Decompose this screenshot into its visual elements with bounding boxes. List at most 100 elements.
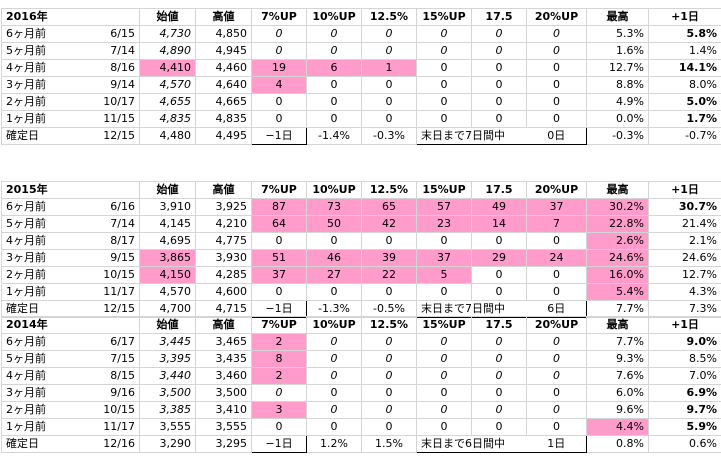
row-label-cell[interactable]: 2ヶ月前 10/17 [1,93,140,111]
col-header-open[interactable]: 始値 [139,181,196,199]
row-label-cell[interactable]: 5ヶ月前 7/14 [1,215,140,233]
high-cell[interactable]: 3,500 [195,384,252,402]
high-cell[interactable]: 4,945 [195,42,252,60]
high-cell[interactable]: 3,925 [195,198,252,216]
count-cell-c15[interactable]: 0 [416,76,472,94]
max-cell[interactable]: 8.8% [586,76,649,94]
count-cell-c7[interactable]: 37 [251,266,307,284]
high-cell[interactable]: 4,460 [195,59,252,77]
year-header[interactable]: 2016年 [1,8,140,26]
row-label-cell[interactable]: 2ヶ月前 10/15 [1,401,140,419]
plus1-cell[interactable]: 21.4% [648,215,721,233]
count-cell-c175[interactable]: 0 [471,401,527,419]
count-cell-c7[interactable]: 0 [251,418,307,436]
count-cell-c10[interactable]: 0 [306,384,362,402]
count-cell-c125[interactable]: 0 [361,384,417,402]
col-header-plus1[interactable]: +1日 [648,8,721,26]
plus1-cell[interactable]: 9.0% [648,333,721,351]
count-cell-c175[interactable]: 0 [471,283,527,301]
count-cell-c20[interactable]: 0 [526,384,587,402]
count-cell-c7[interactable]: 8 [251,350,307,368]
count-cell-c7[interactable]: 0 [251,25,307,43]
col-header-7up[interactable]: 7%UP [251,181,307,199]
row-label-cell[interactable]: 6ヶ月前 6/17 [1,333,140,351]
col-header-7up[interactable]: 7%UP [251,316,307,334]
final-note-cell[interactable]: 末日まで7日間中 [416,127,527,145]
row-label-cell[interactable]: 5ヶ月前 7/15 [1,350,140,368]
open-cell[interactable]: 4,730 [139,25,196,43]
col-header-15up[interactable]: 15%UP [416,316,472,334]
final-days-count-cell[interactable]: 6日 [526,300,587,318]
final-c10-cell[interactable]: 1.2% [306,435,362,453]
open-cell[interactable]: 4,655 [139,93,196,111]
col-header-max[interactable]: 最高 [586,8,649,26]
count-cell-c20[interactable]: 0 [526,76,587,94]
plus1-cell[interactable]: 12.7% [648,266,721,284]
count-cell-c15[interactable]: 0 [416,93,472,111]
plus1-cell[interactable]: 1.7% [648,110,721,128]
count-cell-c15[interactable]: 23 [416,215,472,233]
count-cell-c7[interactable]: 0 [251,110,307,128]
high-cell[interactable]: 4,850 [195,25,252,43]
high-cell[interactable]: 3,555 [195,418,252,436]
count-cell-c7[interactable]: 2 [251,333,307,351]
final-open-cell[interactable]: 4,700 [139,300,196,318]
final-plus1-cell[interactable]: -0.7% [648,127,721,145]
year-header[interactable]: 2015年 [1,181,140,199]
col-header-7up[interactable]: 7%UP [251,8,307,26]
final-days-cell[interactable]: −1日 [251,300,307,318]
max-cell[interactable]: 4.9% [586,93,649,111]
col-header-15up[interactable]: 15%UP [416,181,472,199]
col-header-12-5[interactable]: 12.5% [361,181,417,199]
open-cell[interactable]: 4,890 [139,42,196,60]
count-cell-c10[interactable]: 0 [306,76,362,94]
col-header-12-5[interactable]: 12.5% [361,316,417,334]
col-header-plus1[interactable]: +1日 [648,316,721,334]
final-days-cell[interactable]: −1日 [251,127,307,145]
col-header-high[interactable]: 高値 [195,316,252,334]
count-cell-c7[interactable]: 3 [251,401,307,419]
open-cell[interactable]: 4,835 [139,110,196,128]
high-cell[interactable]: 4,835 [195,110,252,128]
max-cell[interactable]: 0.0% [586,110,649,128]
col-header-17-5[interactable]: 17.5 [471,316,527,334]
count-cell-c10[interactable]: 73 [306,198,362,216]
final-label-cell[interactable]: 確定日 12/15 [1,127,140,145]
count-cell-c15[interactable]: 0 [416,110,472,128]
count-cell-c175[interactable]: 0 [471,25,527,43]
count-cell-c15[interactable]: 0 [416,401,472,419]
count-cell-c175[interactable]: 0 [471,333,527,351]
max-cell[interactable]: 9.3% [586,350,649,368]
final-high-cell[interactable]: 3,295 [195,435,252,453]
count-cell-c15[interactable]: 0 [416,333,472,351]
count-cell-c15[interactable]: 57 [416,198,472,216]
plus1-cell[interactable]: 5.9% [648,418,721,436]
plus1-cell[interactable]: 6.9% [648,384,721,402]
final-label-cell[interactable]: 確定日 12/15 [1,300,140,318]
final-c125-cell[interactable]: -0.3% [361,127,417,145]
count-cell-c7[interactable]: 19 [251,59,307,77]
open-cell[interactable]: 3,555 [139,418,196,436]
final-c125-cell[interactable]: 1.5% [361,435,417,453]
count-cell-c175[interactable]: 0 [471,367,527,385]
high-cell[interactable]: 3,465 [195,333,252,351]
count-cell-c175[interactable]: 0 [471,110,527,128]
count-cell-c125[interactable]: 0 [361,25,417,43]
open-cell[interactable]: 4,410 [139,59,196,77]
count-cell-c7[interactable]: 0 [251,384,307,402]
col-header-20up[interactable]: 20%UP [526,181,587,199]
count-cell-c175[interactable]: 0 [471,418,527,436]
count-cell-c20[interactable]: 0 [526,59,587,77]
count-cell-c7[interactable]: 0 [251,42,307,60]
count-cell-c20[interactable]: 0 [526,401,587,419]
final-c10-cell[interactable]: -1.3% [306,300,362,318]
plus1-cell[interactable]: 9.7% [648,401,721,419]
open-cell[interactable]: 3,910 [139,198,196,216]
count-cell-c15[interactable]: 0 [416,418,472,436]
row-label-cell[interactable]: 2ヶ月前 10/15 [1,266,140,284]
plus1-cell[interactable]: 5.0% [648,93,721,111]
high-cell[interactable]: 4,775 [195,232,252,250]
count-cell-c125[interactable]: 0 [361,401,417,419]
count-cell-c20[interactable]: 37 [526,198,587,216]
count-cell-c15[interactable]: 0 [416,59,472,77]
